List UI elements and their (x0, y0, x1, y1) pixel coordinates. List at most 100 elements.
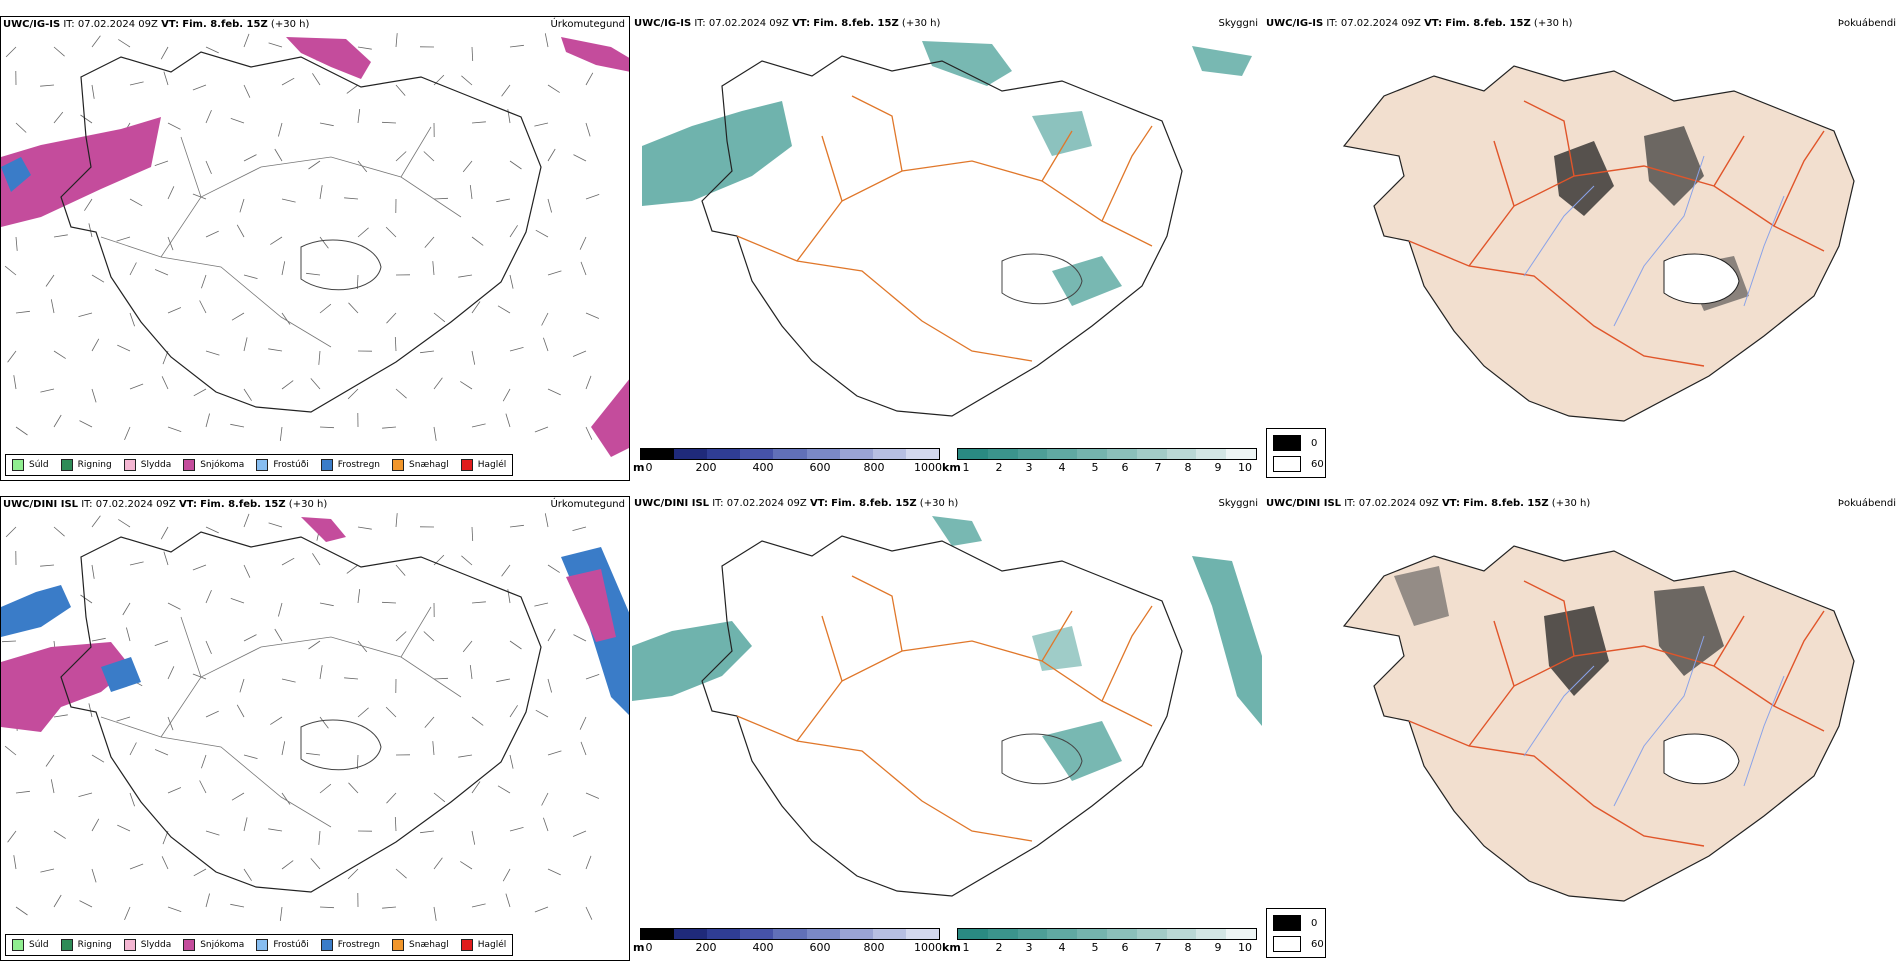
legend-item: Haglél (461, 939, 507, 951)
ceiling-colorbar: m 0 200 400 600 800 1000 (640, 928, 940, 958)
wind-barb (92, 85, 94, 99)
wind-barb (358, 527, 372, 529)
wind-barb (54, 527, 65, 536)
low-visibility-area (632, 621, 752, 701)
wind-barb (240, 679, 244, 692)
wind-barb (54, 831, 66, 839)
wind-barb (434, 75, 444, 85)
wind-barb (14, 855, 16, 869)
legend-item: Frostúði (256, 459, 308, 471)
wind-barb (306, 273, 320, 275)
wind-barb (548, 679, 552, 693)
wind-barb (54, 715, 68, 717)
wind-barb (458, 755, 472, 757)
legend-label: Snjókoma (200, 940, 244, 950)
wind-barb (118, 519, 130, 527)
wind-barb (581, 262, 586, 275)
legend-swatch (461, 459, 473, 471)
wind-barb (344, 198, 358, 199)
wind-barb (434, 313, 445, 322)
tick-label: 800 (864, 941, 885, 954)
wind-barb (232, 793, 244, 800)
wind-barb (348, 389, 358, 399)
wind-barb (496, 679, 510, 682)
tick-label: 8 (1185, 941, 1192, 954)
legend-swatch (61, 939, 73, 951)
wind-barb (548, 389, 561, 395)
low-visibility-area (642, 101, 792, 206)
wind-barb (461, 76, 472, 85)
wind-barb (349, 303, 359, 313)
wind-barb (382, 602, 396, 603)
wind-barb (206, 231, 219, 237)
tick-label: 5 (1092, 461, 1099, 474)
wind-barb (386, 707, 396, 717)
wind-barb (434, 427, 436, 441)
wind-barb (311, 378, 320, 389)
wind-barb (534, 603, 548, 606)
legend-label: Snæhagl (409, 460, 449, 470)
wind-barb (244, 337, 247, 351)
tick-label: 3 (1026, 461, 1033, 474)
wind-barb (347, 85, 358, 93)
legend-label: Frostúði (273, 940, 308, 950)
legend-item: Súld (12, 459, 49, 471)
wind-barb (92, 755, 104, 762)
wind-barb (320, 123, 334, 126)
tick-label: 400 (753, 941, 774, 954)
wind-barb (586, 907, 592, 920)
wind-barb (194, 389, 206, 396)
wind-barb (275, 149, 282, 161)
legend-label: Frostregn (338, 940, 380, 950)
wind-barb (312, 73, 320, 85)
wind-barb (502, 85, 510, 96)
wind-barb (282, 741, 285, 755)
wind-barb (270, 717, 282, 725)
tick-label: 9 (1215, 941, 1222, 954)
map-value-label: 946 (650, 206, 669, 217)
tick-label: 6 (1122, 941, 1129, 954)
wind-barb (193, 85, 206, 90)
wind-barb (8, 351, 16, 362)
wind-barb (16, 311, 30, 313)
tick-label: 600 (810, 461, 831, 474)
ceiling-ticks: 0 200 400 600 800 1000 (640, 460, 940, 476)
wind-barb (320, 907, 334, 908)
low-visibility-area (1192, 46, 1252, 76)
tick-label: 2 (996, 941, 1003, 954)
wind-barb (161, 527, 168, 539)
wind-barb (433, 261, 434, 275)
wind-barb (424, 152, 434, 162)
wind-barb (502, 565, 510, 576)
fog-legend-label: 0 (1311, 918, 1317, 929)
wind-barb (200, 781, 206, 794)
wind-barb (237, 705, 244, 717)
wind-barb (306, 753, 320, 755)
wind-barb (244, 275, 258, 279)
wind-barb (434, 555, 444, 565)
wind-barb (54, 235, 68, 237)
legend-label: Snæhagl (409, 940, 449, 950)
wind-barb (54, 112, 63, 123)
wind-barb (543, 338, 548, 351)
legend-label: Slydda (141, 460, 171, 470)
legend-swatch (392, 939, 404, 951)
wind-barb (282, 78, 294, 85)
wind-barb (16, 123, 26, 133)
wind-barb (319, 831, 320, 845)
wind-barb (580, 237, 586, 250)
glacier-outline (301, 720, 381, 770)
legend-label: Rigning (78, 460, 112, 470)
wind-barb (309, 161, 321, 169)
wind-barb (434, 198, 448, 199)
legend-item: Snæhagl (392, 459, 449, 471)
tick-label: 200 (696, 941, 717, 954)
legend-item: Slydda (124, 939, 171, 951)
roads (737, 96, 1152, 361)
wind-barb (117, 825, 130, 831)
wind-barb (126, 628, 130, 642)
wind-barb (358, 47, 372, 49)
wind-barb (118, 39, 130, 47)
wind-barb (434, 793, 445, 802)
visibility-colorbar: km 1 2 3 4 5 6 7 8 9 10 (957, 928, 1257, 958)
